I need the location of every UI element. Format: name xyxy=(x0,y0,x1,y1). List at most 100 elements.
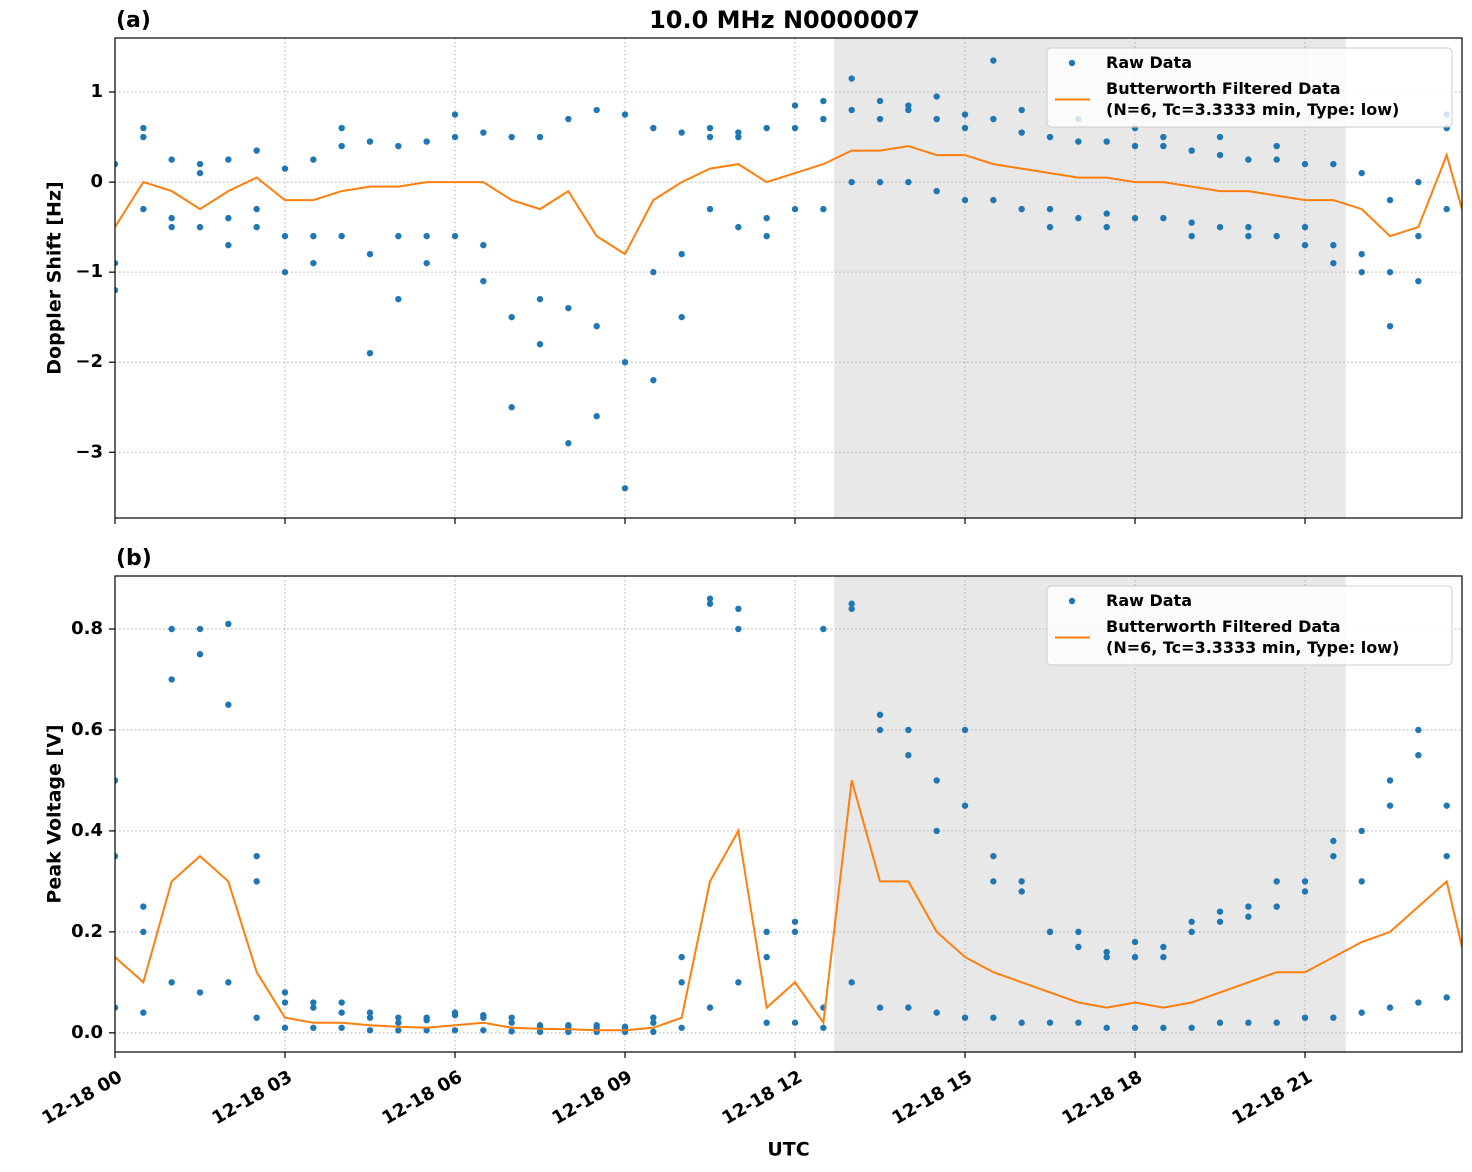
raw-point xyxy=(225,214,232,222)
raw-point xyxy=(593,106,600,114)
raw-point xyxy=(650,1028,657,1036)
raw-point xyxy=(820,205,827,213)
raw-point xyxy=(140,928,147,936)
raw-point xyxy=(115,777,119,784)
raw-point xyxy=(933,115,940,123)
raw-point xyxy=(1216,1019,1224,1026)
raw-point xyxy=(196,989,204,996)
y-tick-label: 0.2 xyxy=(71,921,103,942)
raw-point xyxy=(281,268,289,276)
raw-point xyxy=(1131,214,1139,222)
y-tick-label: 0.4 xyxy=(71,820,103,841)
raw-point xyxy=(791,124,799,132)
raw-point xyxy=(1358,169,1365,177)
raw-point xyxy=(115,852,119,860)
raw-point xyxy=(735,605,742,613)
raw-point xyxy=(1301,160,1309,168)
raw-point xyxy=(140,1009,147,1016)
raw-point xyxy=(706,595,714,602)
raw-point xyxy=(1415,751,1422,759)
raw-point xyxy=(480,1027,487,1034)
raw-point xyxy=(933,777,940,784)
raw-point xyxy=(508,404,515,411)
raw-point xyxy=(366,1027,374,1034)
raw-point xyxy=(791,205,799,213)
plot-frame xyxy=(114,37,1463,519)
raw-point xyxy=(1018,205,1025,213)
raw-point xyxy=(253,223,260,231)
raw-point xyxy=(225,241,232,249)
x-tick-label: 12-18 12 xyxy=(719,1066,806,1129)
raw-point xyxy=(1386,196,1394,204)
raw-point xyxy=(678,1024,685,1031)
x-axis-label: UTC xyxy=(767,1139,809,1161)
raw-point xyxy=(1330,1014,1337,1021)
raw-point xyxy=(1386,1004,1394,1011)
raw-point xyxy=(1188,232,1195,240)
raw-point xyxy=(735,133,742,141)
raw-point xyxy=(961,802,969,809)
raw-point xyxy=(225,701,232,708)
raw-point xyxy=(1386,802,1394,809)
raw-point xyxy=(621,111,629,118)
raw-point xyxy=(1273,142,1280,150)
raw-point xyxy=(1443,852,1450,860)
raw-point xyxy=(990,1014,997,1021)
raw-point xyxy=(961,111,969,118)
raw-point xyxy=(1330,259,1337,267)
raw-point xyxy=(1188,219,1195,226)
y-axis-label: Peak Voltage [V] xyxy=(44,724,66,903)
raw-point xyxy=(1245,903,1252,910)
raw-point xyxy=(451,1027,459,1034)
panel-label: (b) xyxy=(116,546,152,571)
raw-point xyxy=(1160,133,1167,141)
raw-point xyxy=(281,999,289,1006)
raw-point xyxy=(508,1019,515,1026)
raw-point xyxy=(1103,138,1110,145)
raw-point xyxy=(281,1024,289,1031)
legend-marker xyxy=(1068,597,1076,605)
raw-point xyxy=(1131,142,1139,150)
raw-point xyxy=(1245,156,1252,163)
raw-point xyxy=(310,1024,317,1031)
raw-point xyxy=(1358,878,1365,885)
raw-point xyxy=(1160,943,1167,951)
legend-label: Raw Data xyxy=(1106,53,1192,72)
raw-point xyxy=(1131,1024,1139,1031)
raw-point xyxy=(1216,918,1224,925)
raw-point xyxy=(140,124,147,132)
raw-point xyxy=(1103,223,1110,231)
legend-label-line: (N=6, Tc=3.3333 min, Type: low) xyxy=(1106,100,1399,119)
raw-point xyxy=(650,1019,657,1026)
filtered-line xyxy=(115,780,1462,1032)
raw-point xyxy=(196,223,204,231)
legend-label-line: Raw Data xyxy=(1106,591,1192,610)
raw-point xyxy=(1103,948,1110,956)
raw-point xyxy=(1046,223,1054,231)
raw-point xyxy=(1075,943,1082,951)
raw-point xyxy=(115,259,119,267)
raw-point xyxy=(933,93,940,100)
raw-point xyxy=(1018,106,1025,114)
raw-point xyxy=(140,133,147,141)
raw-point xyxy=(1443,802,1450,809)
raw-point xyxy=(253,147,260,154)
raw-point xyxy=(1273,232,1280,240)
raw-point xyxy=(763,214,770,222)
raw-point xyxy=(565,440,572,447)
raw-point xyxy=(536,340,544,348)
raw-point xyxy=(820,1024,827,1031)
raw-point xyxy=(1415,232,1422,240)
raw-point xyxy=(140,205,147,213)
raw-point xyxy=(1330,852,1337,860)
raw-point xyxy=(196,169,204,177)
raw-point xyxy=(678,979,685,986)
raw-point xyxy=(1046,928,1054,936)
raw-point xyxy=(1103,210,1110,217)
raw-point xyxy=(791,918,799,925)
raw-point xyxy=(1075,1019,1082,1026)
raw-point xyxy=(423,259,430,267)
y-tick-label: −3 xyxy=(75,441,103,462)
raw-point xyxy=(1188,928,1195,936)
raw-point xyxy=(1415,178,1422,186)
